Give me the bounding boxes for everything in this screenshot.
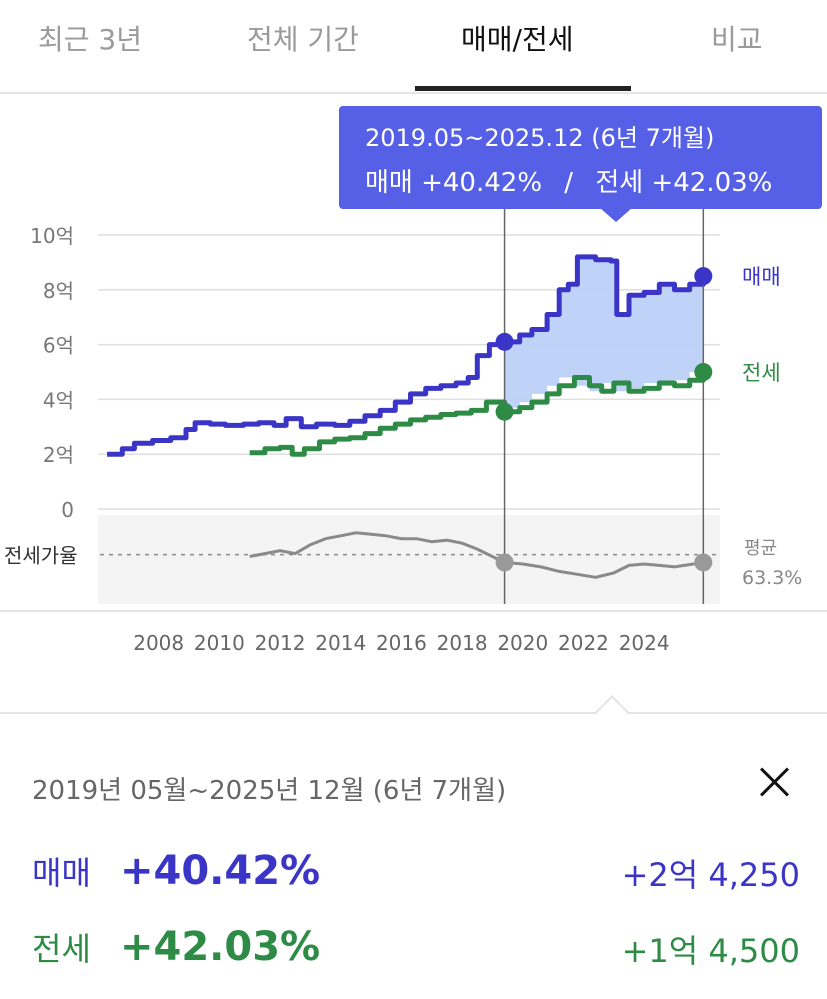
y-tick-label: 8억 xyxy=(43,279,74,303)
period-tabs: 최근 3년 전체 기간 매매/전세 비교 xyxy=(0,0,827,94)
selection-marker xyxy=(495,332,514,351)
tab-compare[interactable]: 비교 xyxy=(711,23,763,56)
average-label: 평균 xyxy=(744,538,777,559)
x-tick-label: 2024 xyxy=(619,631,670,655)
sale-series-line xyxy=(107,254,706,457)
summary-jeonse-label: 전세 xyxy=(32,930,91,968)
x-tick-label: 2018 xyxy=(437,631,488,655)
tooltip-sale: 매매 +40.42% xyxy=(365,168,543,198)
summary-range: 2019년 05월~2025년 12월 (6년 7개월) xyxy=(32,776,507,806)
selection-markers xyxy=(495,267,713,572)
jeonse-series-line xyxy=(249,372,706,457)
selection-marker xyxy=(495,553,514,572)
summary-jeonse-amount: +1억 4,500 xyxy=(621,932,800,970)
y-tick-label: 4억 xyxy=(43,388,74,412)
close-icon[interactable] xyxy=(752,760,796,804)
tab-recent-3-years[interactable]: 최근 3년 xyxy=(38,23,142,56)
selection-marker xyxy=(694,267,713,286)
section-divider xyxy=(0,712,827,714)
summary-jeonse-percent: +42.03% xyxy=(120,924,321,970)
summary-sale-label: 매매 xyxy=(32,854,91,892)
x-axis-labels: 2008 2010 2012 2014 2016 2018 2020 2022 2024 xyxy=(133,631,669,655)
price-chart[interactable]: 10억 8억 6억 4억 2억 0 전세가율 매매 전세 평균 63.3% 2008 201… xyxy=(0,94,827,694)
tab-sale-jeonse[interactable]: 매매/전세 xyxy=(461,23,574,56)
x-tick-label: 2014 xyxy=(315,631,366,655)
selection-marker xyxy=(694,363,713,381)
selection-fill xyxy=(504,256,704,412)
sale-series-label: 매매 xyxy=(742,265,781,289)
x-tick-label: 2020 xyxy=(497,631,548,655)
tooltip-jeonse: 전세 +42.03% xyxy=(595,168,773,198)
x-tick-label: 2010 xyxy=(194,631,245,655)
active-tab-indicator xyxy=(415,86,631,91)
ratio-panel-background xyxy=(98,515,720,604)
x-tick-label: 2022 xyxy=(558,631,609,655)
tooltip-arrow xyxy=(600,208,632,222)
x-tick-label: 2008 xyxy=(133,631,184,655)
tab-all-period[interactable]: 전체 기간 xyxy=(247,23,359,56)
y-axis-labels: 10억 8억 6억 4억 2억 0 xyxy=(30,224,74,522)
y-tick-label: 2억 xyxy=(43,443,74,467)
tabs-divider xyxy=(0,92,827,94)
summary-sale-amount: +2억 4,250 xyxy=(621,856,800,894)
tooltip-range: 2019.05~2025.12 (6년 7개월) xyxy=(365,124,715,152)
jeonse-series-label: 전세 xyxy=(742,361,781,385)
average-value: 63.3% xyxy=(742,567,802,589)
x-tick-label: 2012 xyxy=(255,631,306,655)
divider-notch xyxy=(595,695,629,729)
y-tick-label: 10억 xyxy=(30,224,74,248)
selection-marker xyxy=(694,553,713,572)
y-tick-label: 6억 xyxy=(43,334,74,358)
summary-sale-percent: +40.42% xyxy=(120,848,321,894)
ratio-label: 전세가율 xyxy=(4,544,78,568)
tooltip-values: 매매 +40.42% / 전세 +42.03% xyxy=(365,162,772,199)
x-tick-label: 2016 xyxy=(376,631,427,655)
tooltip-separator: / xyxy=(564,168,574,198)
jeonse-ratio-line xyxy=(249,531,704,579)
y-tick-label: 0 xyxy=(61,498,74,522)
selection-tooltip: 2019.05~2025.12 (6년 7개월) 매매 +40.42% / 전세… xyxy=(339,106,822,209)
selection-marker xyxy=(495,402,514,421)
